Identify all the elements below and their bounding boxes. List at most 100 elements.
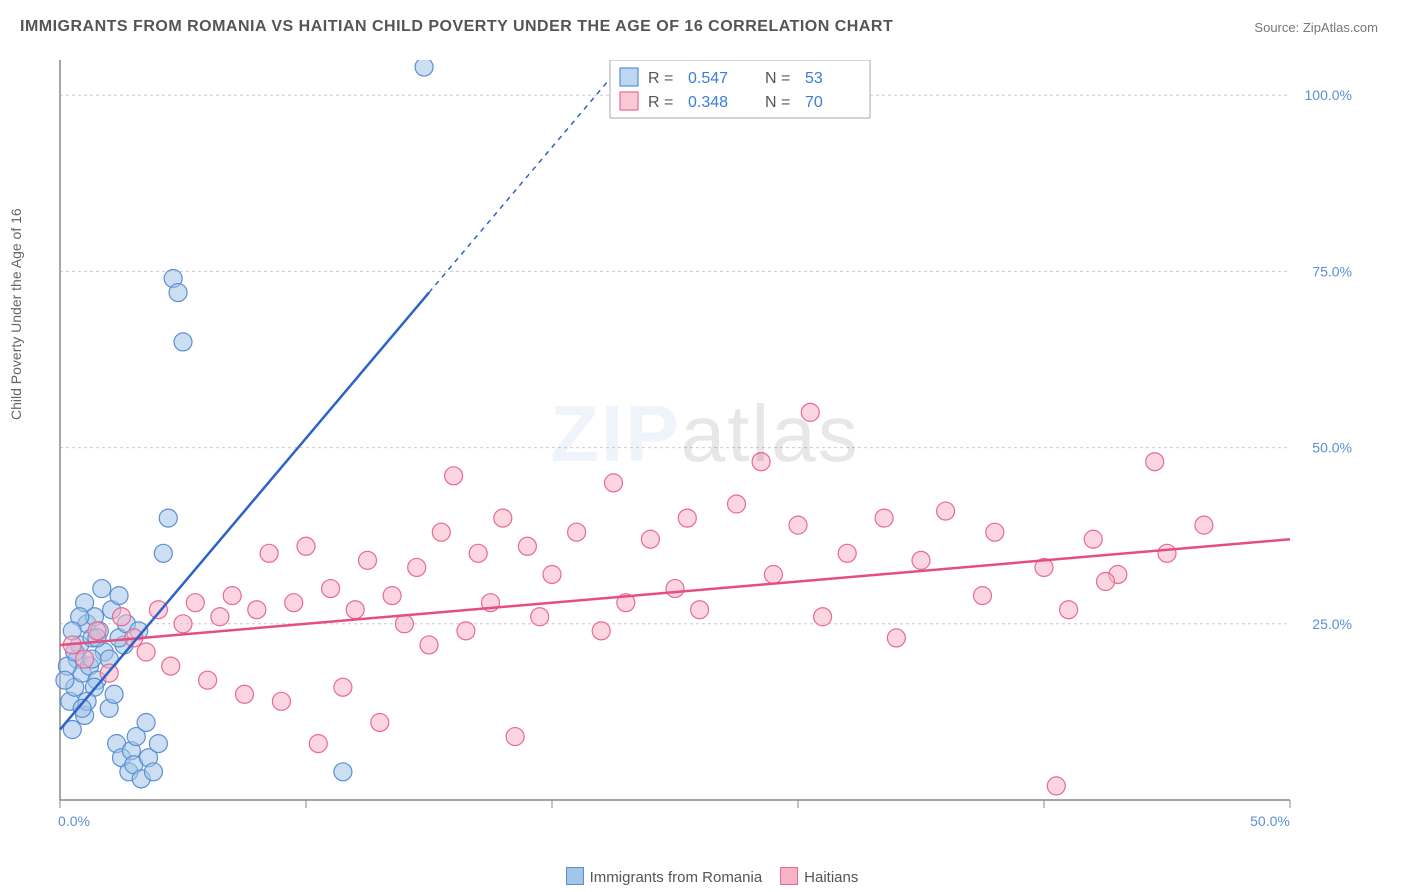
x-tick-label: 0.0% bbox=[58, 813, 90, 829]
legend-swatch bbox=[566, 867, 584, 885]
data-point bbox=[469, 544, 487, 562]
data-point bbox=[383, 587, 401, 605]
data-point bbox=[420, 636, 438, 654]
data-point bbox=[93, 580, 111, 598]
stat-r-value-romania: 0.547 bbox=[688, 70, 728, 87]
data-point bbox=[174, 615, 192, 633]
data-point bbox=[88, 622, 106, 640]
data-point bbox=[144, 763, 162, 781]
data-point bbox=[322, 580, 340, 598]
data-point bbox=[691, 601, 709, 619]
stat-n-value-haitians: 70 bbox=[805, 94, 823, 111]
data-point bbox=[236, 685, 254, 703]
y-tick-label: 75.0% bbox=[1312, 263, 1352, 279]
data-point bbox=[297, 537, 315, 555]
data-point bbox=[346, 601, 364, 619]
x-axis-legend: Immigrants from Romania Haitians bbox=[0, 867, 1406, 886]
data-point bbox=[113, 608, 131, 626]
data-point bbox=[154, 544, 172, 562]
data-point bbox=[543, 565, 561, 583]
data-point bbox=[159, 509, 177, 527]
data-point bbox=[334, 763, 352, 781]
data-point bbox=[1097, 573, 1115, 591]
data-point bbox=[211, 608, 229, 626]
data-point bbox=[272, 692, 290, 710]
data-point bbox=[285, 594, 303, 612]
data-point bbox=[457, 622, 475, 640]
data-point bbox=[1060, 601, 1078, 619]
y-tick-label: 50.0% bbox=[1312, 440, 1352, 456]
data-point bbox=[518, 537, 536, 555]
data-point bbox=[568, 523, 586, 541]
stat-r-label: R = bbox=[648, 94, 673, 111]
data-point bbox=[1158, 544, 1176, 562]
data-point bbox=[149, 601, 167, 619]
data-point bbox=[408, 558, 426, 576]
data-point bbox=[334, 678, 352, 696]
data-point bbox=[789, 516, 807, 534]
data-point bbox=[174, 333, 192, 351]
data-point bbox=[1146, 453, 1164, 471]
data-point bbox=[445, 467, 463, 485]
data-point bbox=[814, 608, 832, 626]
trend-line-romania bbox=[60, 293, 429, 730]
data-point bbox=[186, 594, 204, 612]
legend-label: Haitians bbox=[804, 869, 858, 886]
data-point bbox=[1047, 777, 1065, 795]
stat-r-value-haitians: 0.348 bbox=[688, 94, 728, 111]
data-point bbox=[728, 495, 746, 513]
data-point bbox=[371, 713, 389, 731]
data-point bbox=[110, 587, 128, 605]
data-point bbox=[149, 735, 167, 753]
source-link[interactable]: ZipAtlas.com bbox=[1303, 20, 1378, 35]
data-point bbox=[1084, 530, 1102, 548]
data-point bbox=[974, 587, 992, 605]
data-point bbox=[162, 657, 180, 675]
data-point bbox=[605, 474, 623, 492]
stat-n-value-romania: 53 bbox=[805, 70, 823, 87]
data-point bbox=[875, 509, 893, 527]
data-point bbox=[531, 608, 549, 626]
stat-r-label: R = bbox=[648, 70, 673, 87]
stat-n-label: N = bbox=[765, 94, 790, 111]
data-point bbox=[169, 284, 187, 302]
data-point bbox=[248, 601, 266, 619]
chart-canvas: 25.0% 50.0% 75.0% 100.0% 0.0% 50.0% R = 0.547 N … bbox=[50, 60, 1360, 840]
data-point bbox=[137, 643, 155, 661]
data-point bbox=[592, 622, 610, 640]
data-point bbox=[76, 650, 94, 668]
data-point bbox=[56, 671, 74, 689]
data-point bbox=[137, 713, 155, 731]
data-point bbox=[764, 565, 782, 583]
data-point bbox=[260, 544, 278, 562]
trend-line-haitians bbox=[60, 539, 1290, 645]
data-point bbox=[1195, 516, 1213, 534]
source-label: Source: bbox=[1254, 20, 1299, 35]
legend-swatch-romania bbox=[620, 68, 638, 86]
data-point bbox=[666, 580, 684, 598]
data-point bbox=[986, 523, 1004, 541]
y-tick-label: 100.0% bbox=[1305, 87, 1352, 103]
y-tick-label: 25.0% bbox=[1312, 616, 1352, 632]
data-point bbox=[432, 523, 450, 541]
scatter-plot: 25.0% 50.0% 75.0% 100.0% 0.0% 50.0% R = 0.547 N … bbox=[50, 60, 1360, 840]
legend-swatch-haitians bbox=[620, 92, 638, 110]
stat-n-label: N = bbox=[765, 70, 790, 87]
data-point bbox=[199, 671, 217, 689]
data-point bbox=[494, 509, 512, 527]
data-point bbox=[752, 453, 770, 471]
data-point bbox=[359, 551, 377, 569]
legend-label: Immigrants from Romania bbox=[590, 869, 763, 886]
data-point bbox=[887, 629, 905, 647]
data-point bbox=[223, 587, 241, 605]
source-attribution: Source: ZipAtlas.com bbox=[1254, 20, 1378, 35]
data-point bbox=[801, 403, 819, 421]
data-point bbox=[309, 735, 327, 753]
data-point bbox=[937, 502, 955, 520]
data-point bbox=[395, 615, 413, 633]
data-point bbox=[415, 60, 433, 76]
data-point bbox=[678, 509, 696, 527]
data-point bbox=[105, 685, 123, 703]
x-tick-label: 50.0% bbox=[1250, 813, 1290, 829]
data-point bbox=[912, 551, 930, 569]
